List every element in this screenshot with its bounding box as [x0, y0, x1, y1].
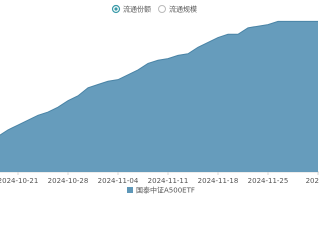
- selector-label[interactable]: 流通规模: [169, 5, 197, 14]
- x-tick-label: 2024-10-21: [0, 177, 38, 185]
- legend-label: 国泰中证A500ETF: [136, 186, 195, 195]
- area: [0, 21, 318, 172]
- chart: 流通份额 流通规模 国泰中证A500ETF 2024-10-21 2024-10-…: [0, 5, 319, 195]
- x-tick-label: 2024-11-04: [98, 177, 139, 185]
- selector-legend: 流通份额 流通规模: [111, 5, 197, 14]
- plot: [0, 20, 318, 172]
- x-tick-label: 2024-1: [306, 177, 319, 185]
- selector-icon[interactable]: [158, 5, 166, 13]
- area-line: [0, 20, 318, 136]
- x-tick-label: 2024-11-25: [248, 177, 289, 185]
- x-tick-label: 2024-11-18: [198, 177, 239, 185]
- selector-dot: [114, 7, 118, 11]
- x-tick-label: 2024-11-11: [148, 177, 189, 185]
- selector-label[interactable]: 流通份额: [123, 5, 151, 14]
- x-tick-label: 2024-10-28: [48, 177, 89, 185]
- legend-swatch: [127, 187, 133, 193]
